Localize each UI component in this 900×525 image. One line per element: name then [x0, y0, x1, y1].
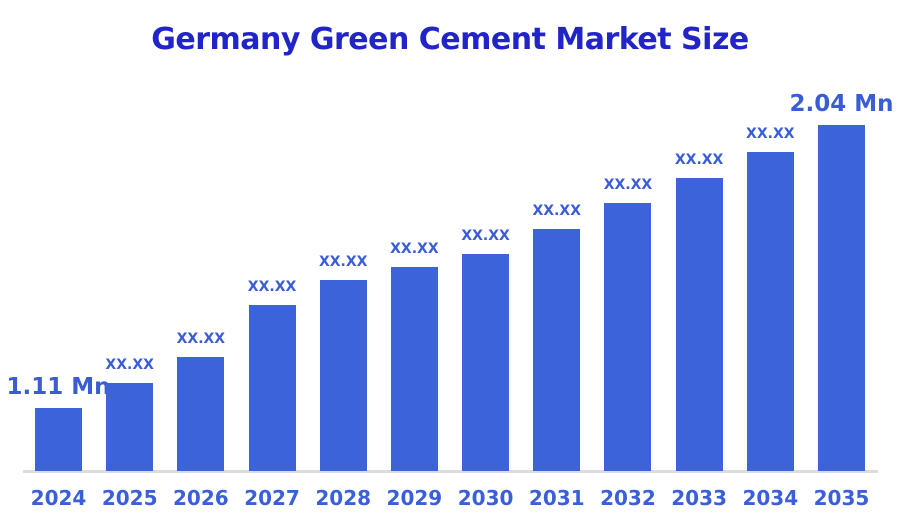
value-label-2031: XX.XX — [532, 203, 582, 219]
value-label-2024: 1.11 Mn — [6, 374, 111, 400]
x-axis-line — [23, 470, 878, 473]
year-label-2024: 2024 — [30, 486, 87, 510]
bar-2034 — [746, 152, 794, 471]
bar-group-2035: 2.04 Mn — [789, 91, 893, 471]
year-label-2026: 2026 — [173, 486, 229, 510]
value-label-2025: XX.XX — [105, 357, 154, 373]
bar-group-2026: XX.XX — [165, 331, 237, 471]
bar-2033 — [675, 178, 723, 471]
bar-2030 — [462, 254, 510, 471]
value-label-2029: XX.XX — [390, 241, 439, 257]
bar-2031 — [533, 229, 581, 471]
bar-group-2032: XX.XX — [592, 177, 664, 471]
year-label-2032: 2032 — [600, 486, 656, 510]
bar-2025 — [106, 383, 154, 471]
bar-2026 — [177, 357, 225, 471]
year-label-2034: 2034 — [742, 486, 799, 510]
year-label-2029: 2029 — [386, 486, 443, 510]
year-label-2028: 2028 — [315, 486, 372, 510]
value-label-2035: 2.04 Mn — [789, 91, 894, 117]
bar-2029 — [390, 267, 438, 471]
value-label-2026: XX.XX — [176, 331, 226, 347]
value-label-2028: XX.XX — [318, 254, 368, 270]
bar-2028 — [319, 280, 367, 471]
bar-2032 — [604, 203, 652, 471]
chart-title: Germany Green Cement Market Size — [151, 22, 749, 57]
bar-group-2029: XX.XX — [378, 241, 450, 471]
bar-group-2030: XX.XX — [450, 228, 522, 471]
year-label-2025: 2025 — [101, 486, 158, 510]
year-label-2035: 2035 — [813, 486, 870, 510]
bar-group-2031: XX.XX — [521, 203, 593, 471]
year-label-2031: 2031 — [528, 486, 585, 510]
value-label-2027: XX.XX — [247, 279, 297, 295]
bar-group-2033: XX.XX — [663, 152, 735, 471]
bar-2024 — [35, 408, 82, 471]
year-label-2027: 2027 — [244, 486, 300, 510]
bar-group-2024: 1.11 Mn — [6, 374, 111, 471]
bar-group-2027: XX.XX — [236, 279, 308, 471]
value-label-2033: XX.XX — [674, 152, 724, 168]
bar-group-2028: XX.XX — [307, 254, 379, 471]
year-label-2030: 2030 — [457, 486, 514, 510]
bar-group-2034: XX.XX — [734, 126, 806, 471]
value-label-2032: XX.XX — [603, 177, 653, 193]
year-label-2033: 2033 — [671, 486, 727, 510]
value-label-2030: XX.XX — [461, 228, 510, 244]
bar-2027 — [248, 305, 296, 471]
value-label-2034: XX.XX — [746, 126, 795, 142]
bar-2035 — [817, 125, 865, 471]
bar-group-2025: XX.XX — [94, 357, 166, 471]
